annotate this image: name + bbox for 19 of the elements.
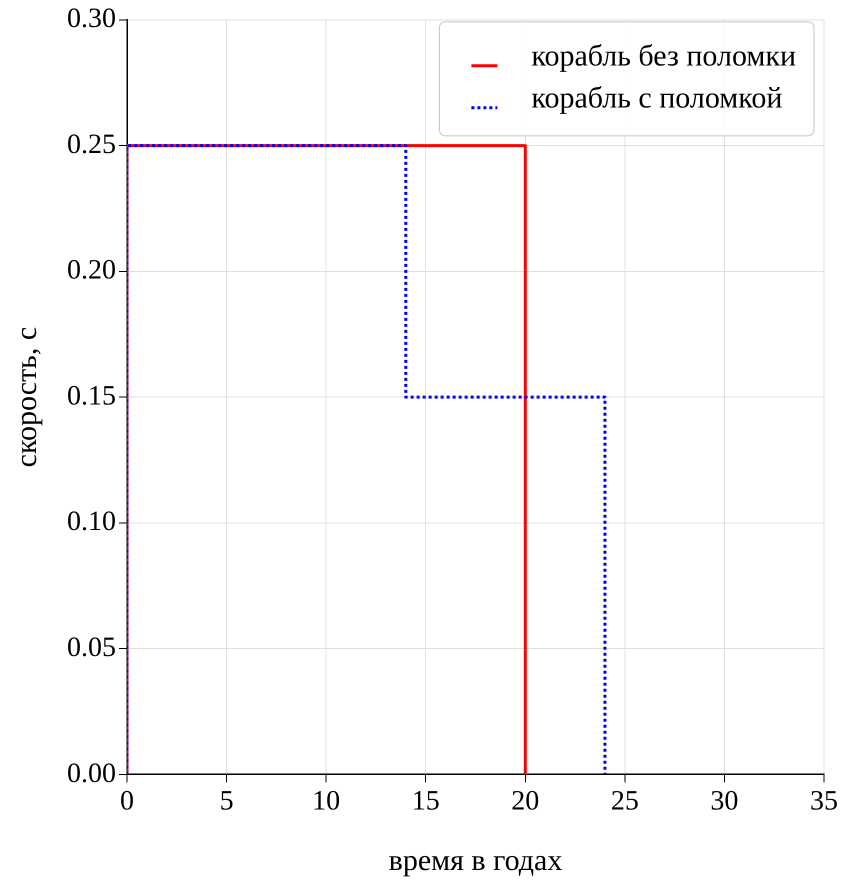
y-tick-label: 0.15 [67, 380, 116, 412]
x-tick-label: 30 [710, 786, 738, 817]
x-tick-label: 5 [220, 786, 234, 817]
x-axis-title: время в годах [388, 844, 562, 877]
y-tick-label: 0.25 [67, 128, 116, 160]
y-tick-label: 0.20 [67, 254, 116, 286]
y-tick-label: 0.05 [67, 632, 116, 663]
legend-label: корабль с поломкой [531, 82, 782, 115]
x-tick-label: 20 [511, 786, 540, 817]
x-tick-label: 25 [610, 786, 639, 817]
x-tick-label: 35 [810, 786, 838, 817]
x-tick-label: 10 [312, 786, 340, 817]
x-tick-label: 15 [412, 786, 440, 817]
y-axis-title: скорость, c [10, 326, 43, 468]
legend-label: корабль без поломки [531, 40, 796, 73]
y-tick-label: 0.00 [67, 758, 116, 789]
y-tick-label: 0.30 [67, 3, 116, 34]
x-tick-label: 0 [120, 786, 134, 817]
y-tick-label: 0.10 [67, 506, 116, 538]
